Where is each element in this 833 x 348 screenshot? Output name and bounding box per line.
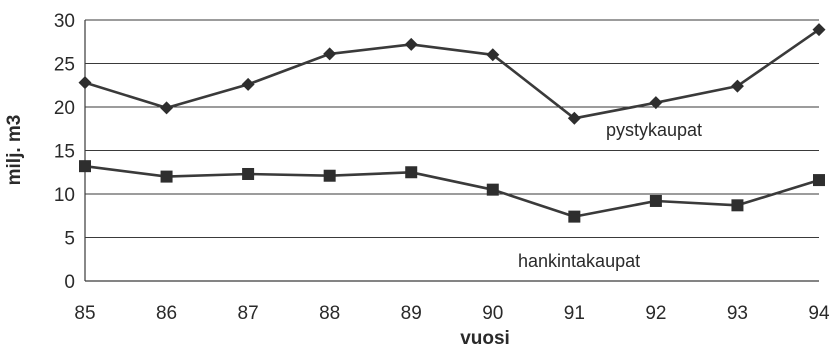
y-tick-label: 20 [54,98,75,119]
y-tick-label: 0 [64,272,75,293]
series [78,23,826,223]
y-tick-label: 5 [64,229,75,250]
data-point-square [79,160,91,173]
y-tick-label: 10 [54,185,75,206]
data-point-diamond [567,111,581,125]
data-point-square [568,210,581,223]
x-tick-label: 88 [319,303,340,324]
x-tick-label: 89 [401,303,422,324]
grid-lines [85,19,819,238]
series-line-pystykaupat [84,28,820,120]
data-point-square [242,167,255,180]
x-tick-label: 92 [645,303,666,324]
x-tick-label: 86 [156,303,177,324]
x-tick-label: 85 [74,303,95,324]
y-tick-label: 15 [54,142,75,163]
data-point-square [405,166,418,179]
x-tick-label: 94 [808,303,830,324]
x-tick-label: 87 [238,303,259,324]
x-tick-label: 93 [727,303,748,324]
data-point-square [649,194,662,207]
x-tick-label: 91 [564,303,585,324]
series-label-hankintakaupat: hankintakaupat [518,251,640,271]
data-point-square [160,170,173,183]
data-point-diamond [404,37,418,51]
series-line-hankintakaupat [84,164,820,218]
y-tick-labels: 0 5 10 15 20 25 30 [54,11,75,293]
y-tick-label: 25 [54,55,75,76]
data-point-diamond [486,48,500,62]
data-point-square [486,183,499,196]
series-label-pystykaupat: pystykaupat [606,120,702,140]
y-tick-label: 30 [54,11,75,32]
data-point-diamond [323,47,337,61]
x-axis-title: vuosi [460,328,510,348]
data-point-square [813,174,825,187]
data-point-square [323,169,336,182]
axes [84,20,819,282]
series-pystykaupat [78,23,826,125]
data-point-diamond [241,77,255,91]
data-point-diamond [160,101,174,115]
data-point-diamond [649,96,663,110]
x-tick-labels: 85 86 87 88 89 90 91 92 93 94 [74,303,830,324]
data-point-diamond [78,76,92,90]
data-point-diamond [812,23,826,37]
data-point-diamond [730,79,744,93]
data-point-square [731,199,744,212]
y-axis-title: milj. m3 [4,115,25,186]
x-tick-label: 90 [482,303,503,324]
series-hankintakaupat [79,160,825,223]
